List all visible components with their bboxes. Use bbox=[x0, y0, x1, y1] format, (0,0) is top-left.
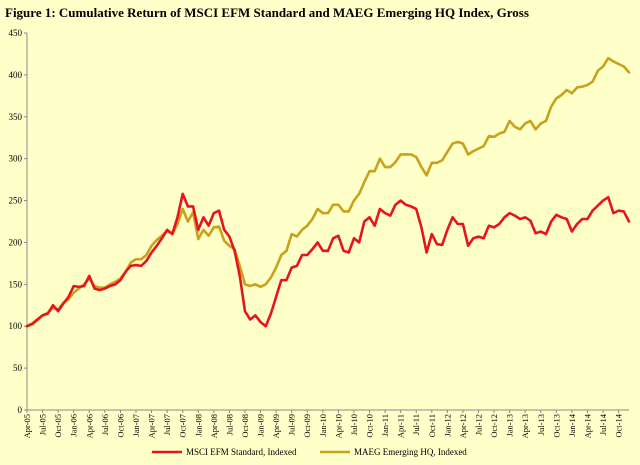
x-tick-label: Oct-07 bbox=[178, 414, 188, 438]
x-tick-label: Jan-08 bbox=[193, 414, 203, 437]
x-tick-label: Oct-13 bbox=[551, 414, 561, 438]
x-tick-label: Jul-13 bbox=[536, 414, 546, 435]
x-tick-label: Jul-12 bbox=[474, 414, 484, 435]
x-tick-label: Apr-08 bbox=[209, 414, 219, 438]
series-line-0 bbox=[25, 192, 631, 328]
x-tick-label: Apr-06 bbox=[84, 414, 94, 438]
x-tick-label: Oct-09 bbox=[302, 414, 312, 438]
x-tick-label: Jan-06 bbox=[69, 414, 79, 437]
y-tick-label: 0 bbox=[18, 405, 23, 415]
axes-layer: 0 50 100 150 200 250 300 350 400 450 Apr-05 Jul-05 O… bbox=[9, 28, 629, 438]
x-tick-label: Apr-05 bbox=[22, 414, 32, 438]
x-tick-label: Apr-12 bbox=[458, 414, 468, 438]
y-tick-label: 350 bbox=[9, 112, 23, 122]
x-tick-label: Oct-05 bbox=[53, 414, 63, 438]
x-tick-label: Jul-08 bbox=[224, 414, 234, 435]
x-tick-label: Jul-10 bbox=[349, 414, 359, 435]
x-tick-label: Jan-09 bbox=[256, 414, 266, 437]
legend-label: MAEG Emerging HQ, Indexed bbox=[354, 447, 467, 457]
x-tick-label: Jan-10 bbox=[318, 414, 328, 437]
x-tick-label: Oct-10 bbox=[365, 414, 375, 438]
x-tick-label: Jan-07 bbox=[131, 414, 141, 437]
x-tick-label: Jul-05 bbox=[38, 414, 48, 435]
x-tick-label: Jan-12 bbox=[442, 414, 452, 437]
x-tick-label: Jul-11 bbox=[411, 414, 421, 435]
x-tick-label: Oct-06 bbox=[115, 414, 125, 438]
y-tick-label: 300 bbox=[9, 154, 23, 164]
x-tick-label: Apr-14 bbox=[582, 413, 592, 438]
y-tick-label: 100 bbox=[9, 321, 23, 331]
x-tick-label: Jan-11 bbox=[380, 414, 390, 436]
x-tick-label: Jan-14 bbox=[567, 413, 577, 436]
y-tick-label: 400 bbox=[9, 70, 23, 80]
y-tick-label: 250 bbox=[9, 196, 23, 206]
x-tick-label: Oct-08 bbox=[240, 414, 250, 438]
y-tick-label: 150 bbox=[9, 279, 23, 289]
x-tick-label: Apr-07 bbox=[147, 414, 157, 438]
x-tick-label: Apr-11 bbox=[396, 414, 406, 438]
y-tick-label: 200 bbox=[9, 237, 23, 247]
x-tick-label: Jul-09 bbox=[287, 414, 297, 435]
y-tick-label: 450 bbox=[9, 28, 23, 38]
x-tick-label: Jul-14 bbox=[598, 413, 608, 435]
x-tick-label: Apr-13 bbox=[520, 414, 530, 438]
series-layer bbox=[25, 56, 631, 328]
legend-layer: MSCI EFM Standard, Indexed MAEG Emerging … bbox=[152, 447, 467, 457]
x-tick-label: Jul-07 bbox=[162, 414, 172, 435]
x-tick-label: Jan-13 bbox=[505, 414, 515, 437]
y-tick-label: 50 bbox=[13, 363, 23, 373]
chart-title: Figure 1: Cumulative Return of MSCI EFM … bbox=[5, 5, 529, 20]
x-tick-label: Jul-06 bbox=[100, 414, 110, 435]
series-line-1 bbox=[25, 56, 631, 328]
x-tick-label: Oct-12 bbox=[489, 414, 499, 438]
legend-label: MSCI EFM Standard, Indexed bbox=[186, 447, 297, 457]
x-tick-label: Apr-09 bbox=[271, 414, 281, 438]
x-tick-label: Oct-14 bbox=[614, 413, 624, 437]
x-tick-label: Apr-10 bbox=[333, 414, 343, 438]
x-tick-label: Oct-11 bbox=[427, 414, 437, 437]
